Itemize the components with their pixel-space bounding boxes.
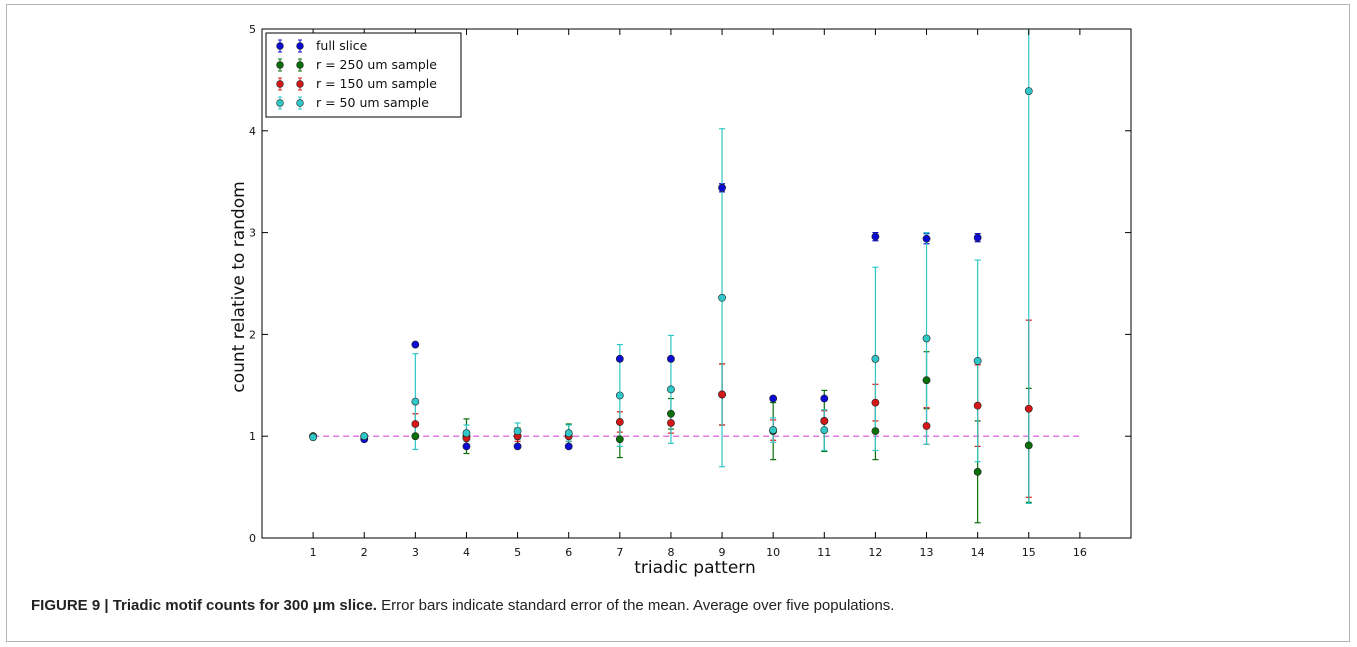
legend: full slice r = 250 um sample r = 150 um sa… xyxy=(265,32,462,118)
data-point xyxy=(667,354,675,363)
data-point xyxy=(411,420,420,428)
figure-caption: FIGURE 9 | Triadic motif counts for 300 … xyxy=(31,597,1341,614)
data-point xyxy=(922,234,931,243)
x-tick-label: 13 xyxy=(920,546,934,559)
data-point xyxy=(564,429,573,438)
data-point xyxy=(973,233,982,242)
data-point xyxy=(667,385,675,394)
data-point xyxy=(615,435,624,444)
x-tick-label: 11 xyxy=(817,546,831,559)
legend-label: r = 150 um sample xyxy=(316,76,437,91)
y-tick-label: 0 xyxy=(249,532,256,545)
data-point xyxy=(513,442,522,451)
data-point xyxy=(1024,441,1033,450)
x-tick-label: 5 xyxy=(514,546,521,559)
data-point xyxy=(360,432,369,441)
y-tick-label: 2 xyxy=(249,328,256,341)
data-point xyxy=(462,429,471,438)
y-axis-label: count relative to random xyxy=(229,181,249,392)
y-tick-label: 3 xyxy=(249,227,256,240)
x-tick-label: 2 xyxy=(361,546,368,559)
legend-label: full slice xyxy=(316,38,368,53)
x-tick-label: 6 xyxy=(565,546,572,559)
x-tick-label: 9 xyxy=(719,546,726,559)
caption-label: FIGURE 9 | Triadic motif counts for 300 … xyxy=(31,597,377,614)
data-point xyxy=(718,293,726,302)
x-tick-label: 16 xyxy=(1073,546,1087,559)
x-axis-label: triadic pattern xyxy=(634,558,756,578)
x-tick-label: 1 xyxy=(310,546,317,559)
y-tick-label: 1 xyxy=(249,430,256,443)
data-point xyxy=(871,232,880,241)
data-point xyxy=(411,432,420,441)
data-point xyxy=(922,422,931,430)
legend-marker xyxy=(296,61,304,69)
data-point xyxy=(973,401,982,410)
data-point xyxy=(820,417,829,425)
data-point xyxy=(769,426,778,434)
legend-label: r = 50 um sample xyxy=(316,95,429,110)
data-point xyxy=(871,398,880,407)
point-layer xyxy=(309,87,1033,476)
x-tick-label: 4 xyxy=(463,546,470,559)
data-point xyxy=(1024,87,1033,95)
legend-label: r = 250 um sample xyxy=(316,57,437,72)
data-point xyxy=(615,391,624,400)
data-point xyxy=(411,397,420,406)
legend-marker xyxy=(296,99,304,107)
data-point xyxy=(769,394,778,403)
data-point xyxy=(564,442,573,451)
y-tick-label: 4 xyxy=(249,125,256,138)
data-point xyxy=(922,334,931,343)
x-tick-label: 14 xyxy=(971,546,985,559)
x-tick-label: 12 xyxy=(868,546,882,559)
legend-marker xyxy=(276,61,284,69)
data-point xyxy=(411,340,420,349)
data-point xyxy=(513,427,522,436)
data-point xyxy=(667,419,675,427)
x-tick-label: 8 xyxy=(667,546,674,559)
data-point xyxy=(615,354,624,363)
data-point xyxy=(871,427,880,436)
data-point xyxy=(309,433,318,442)
x-tick-label: 15 xyxy=(1022,546,1036,559)
data-point xyxy=(973,356,982,365)
data-point xyxy=(718,183,726,192)
data-point xyxy=(820,394,829,403)
y-tick-label: 5 xyxy=(249,23,256,36)
legend-marker xyxy=(276,80,284,88)
legend-marker xyxy=(296,80,304,88)
legend-marker xyxy=(276,42,284,50)
data-point xyxy=(718,390,726,399)
data-point xyxy=(615,418,624,426)
x-tick-label: 3 xyxy=(412,546,419,559)
figure-panel: 1 2 3 4 5 6 7 8 9 10 11 12 13 14 15 16 0 1 2 3 4 5 triadic pa… xyxy=(6,4,1350,642)
data-point xyxy=(973,467,982,476)
legend-marker xyxy=(276,99,284,107)
data-point xyxy=(820,426,829,434)
data-point xyxy=(1024,404,1033,413)
legend-marker xyxy=(296,42,304,50)
data-point xyxy=(462,442,471,451)
x-tick-label: 7 xyxy=(616,546,623,559)
data-point xyxy=(871,354,880,363)
caption-text: Error bars indicate standard error of th… xyxy=(376,597,895,614)
x-tick-label: 10 xyxy=(766,546,780,559)
data-point xyxy=(922,376,931,385)
data-point xyxy=(667,409,675,418)
